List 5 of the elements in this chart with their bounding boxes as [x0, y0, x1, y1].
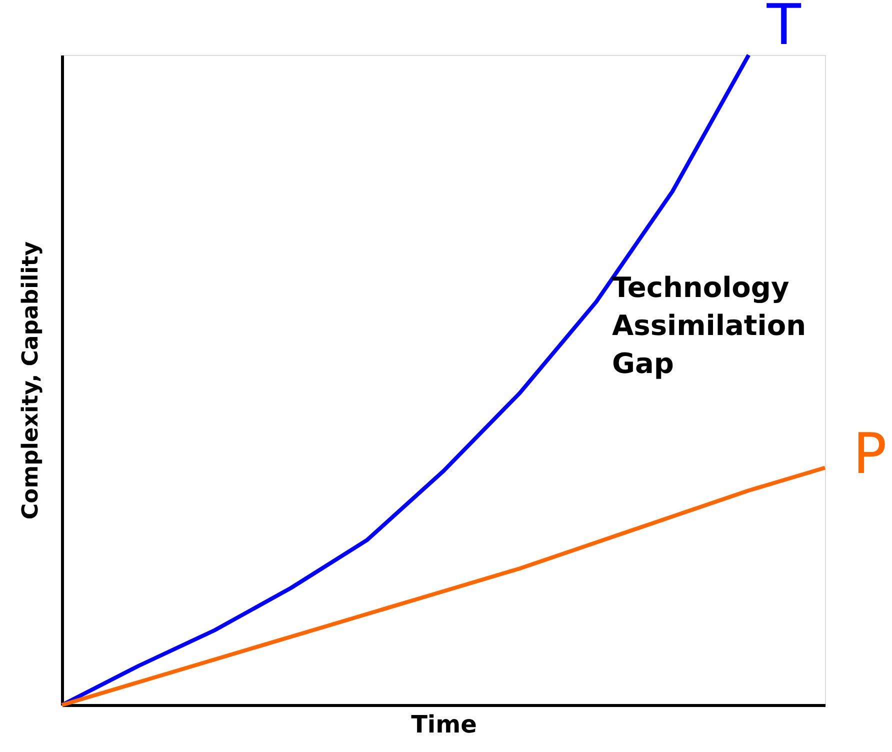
series-label: P — [853, 422, 887, 487]
annotation: Technology Assimilation Gap — [612, 271, 806, 380]
series-label: T — [766, 0, 802, 58]
y-axis-title: Complexity, Capability — [18, 241, 44, 520]
x-axis-title: Time — [411, 710, 477, 738]
